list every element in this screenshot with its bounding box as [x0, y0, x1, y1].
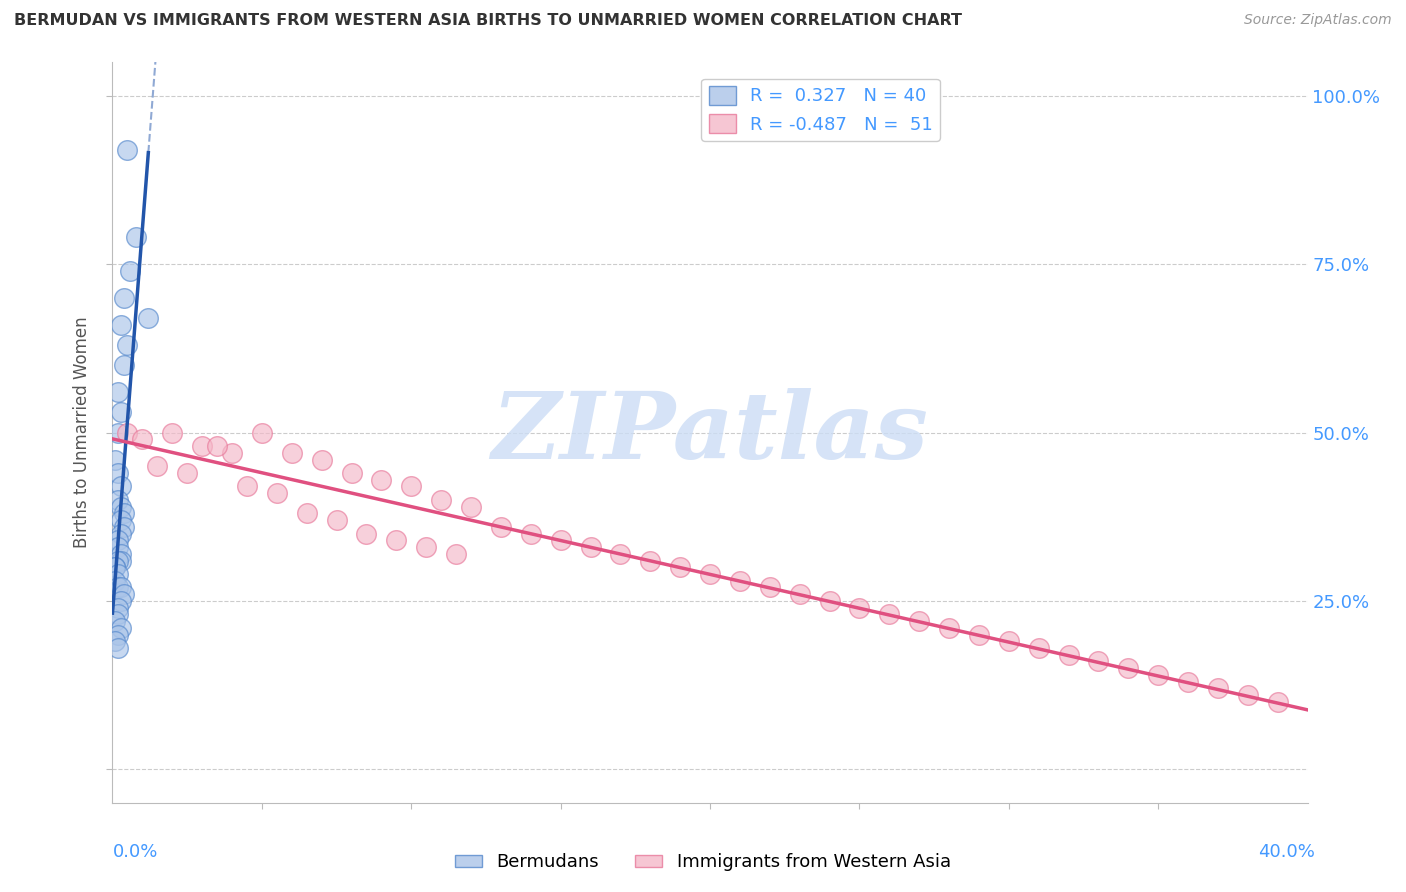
Point [236, 479, 259, 493]
Point [401, 479, 423, 493]
Point [460, 500, 482, 514]
Point [131, 433, 153, 447]
Point [266, 486, 288, 500]
Point [444, 547, 467, 561]
Point [295, 507, 318, 521]
Point [162, 425, 183, 440]
Point [104, 634, 127, 648]
Point [176, 466, 198, 480]
Text: ZIPatlas: ZIPatlas [492, 388, 928, 477]
Point [250, 425, 273, 440]
Point [340, 466, 363, 480]
Point [325, 513, 347, 527]
Point [848, 600, 870, 615]
Point [114, 587, 135, 601]
Point [107, 581, 129, 595]
Text: BERMUDAN VS IMMIGRANTS FROM WESTERN ASIA BIRTHS TO UNMARRIED WOMEN CORRELATION C: BERMUDAN VS IMMIGRANTS FROM WESTERN ASIA… [14, 13, 962, 29]
Point [104, 560, 127, 574]
Point [104, 614, 127, 628]
Point [110, 479, 132, 493]
Point [1237, 688, 1260, 702]
Legend: R =  0.327   N = 40, R = -0.487   N =  51: R = 0.327 N = 40, R = -0.487 N = 51 [702, 78, 941, 141]
Point [1087, 655, 1109, 669]
Point [107, 566, 129, 581]
Point [489, 520, 512, 534]
Point [107, 607, 129, 622]
Point [205, 439, 228, 453]
Text: Source: ZipAtlas.com: Source: ZipAtlas.com [1244, 13, 1392, 28]
Point [281, 446, 304, 460]
Point [728, 574, 751, 588]
Y-axis label: Births to Unmarried Women: Births to Unmarried Women [73, 317, 91, 549]
Point [998, 634, 1021, 648]
Point [356, 526, 378, 541]
Point [221, 446, 243, 460]
Point [107, 533, 129, 548]
Point [110, 513, 132, 527]
Point [107, 540, 129, 554]
Point [104, 452, 127, 467]
Point [107, 627, 129, 641]
Point [370, 473, 392, 487]
Point [938, 621, 960, 635]
Point [579, 540, 602, 554]
Point [107, 553, 129, 567]
Point [107, 425, 129, 440]
Point [117, 338, 139, 352]
Point [1267, 695, 1289, 709]
Point [1147, 668, 1170, 682]
Point [311, 452, 333, 467]
Point [967, 627, 990, 641]
Point [1057, 648, 1080, 662]
Point [1177, 674, 1199, 689]
Point [879, 607, 901, 622]
Point [120, 264, 142, 278]
Point [609, 547, 631, 561]
Point [415, 540, 437, 554]
Point [110, 405, 132, 419]
Point [110, 581, 132, 595]
Point [908, 614, 931, 628]
Point [385, 533, 408, 548]
Point [107, 640, 129, 655]
Point [114, 520, 135, 534]
Point [520, 526, 543, 541]
Point [114, 359, 135, 373]
Point [759, 581, 782, 595]
Point [146, 459, 169, 474]
Point [138, 311, 160, 326]
Point [114, 507, 135, 521]
Point [114, 291, 135, 305]
Point [125, 230, 148, 244]
Point [107, 466, 129, 480]
Point [110, 621, 132, 635]
Point [789, 587, 811, 601]
Point [669, 560, 692, 574]
Legend: Bermudans, Immigrants from Western Asia: Bermudans, Immigrants from Western Asia [449, 847, 957, 879]
Point [117, 425, 139, 440]
Point [107, 600, 129, 615]
Point [104, 560, 127, 574]
Point [107, 492, 129, 507]
Point [104, 574, 127, 588]
Point [110, 500, 132, 514]
Point [1028, 640, 1050, 655]
Point [550, 533, 572, 548]
Point [699, 566, 721, 581]
Text: 0.0%: 0.0% [112, 843, 157, 861]
Point [110, 553, 132, 567]
Point [1118, 661, 1140, 675]
Point [110, 318, 132, 332]
Point [117, 143, 139, 157]
Point [430, 492, 453, 507]
Point [640, 553, 662, 567]
Point [191, 439, 214, 453]
Text: 40.0%: 40.0% [1258, 843, 1315, 861]
Point [110, 526, 132, 541]
Point [110, 547, 132, 561]
Point [818, 594, 841, 608]
Point [107, 385, 129, 400]
Point [1206, 681, 1229, 696]
Point [110, 594, 132, 608]
